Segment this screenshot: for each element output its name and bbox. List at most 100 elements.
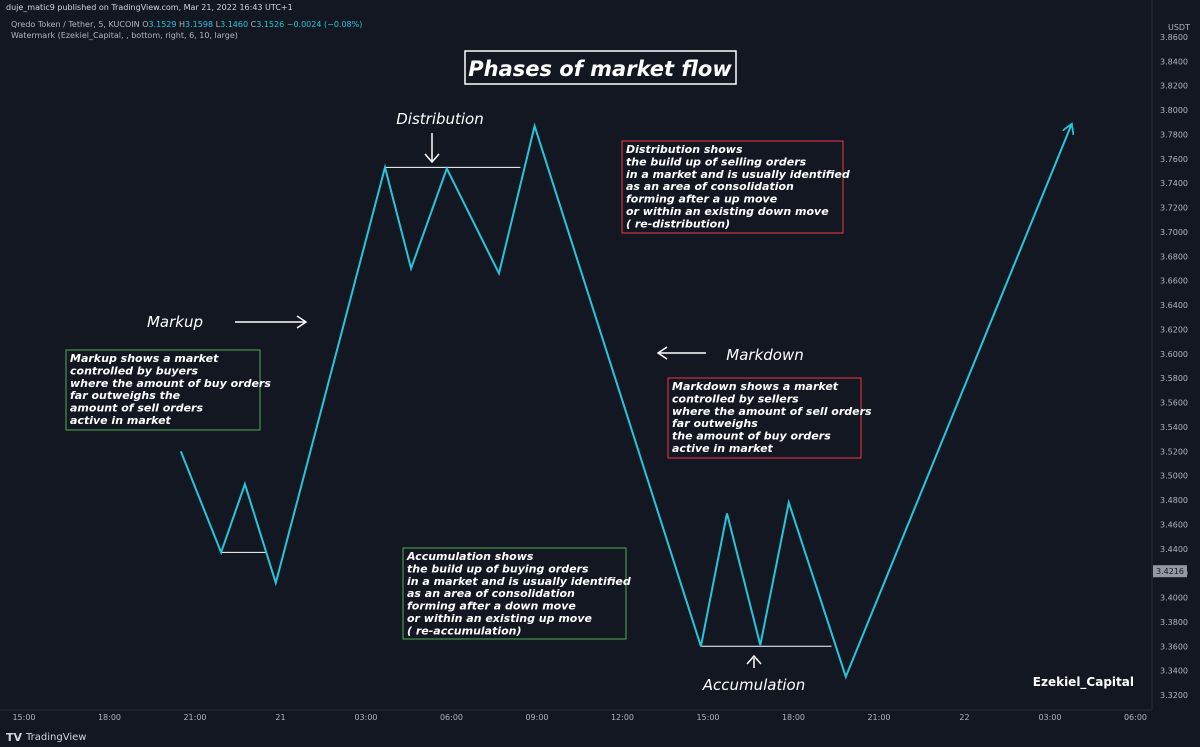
time-tick-label: 18:00	[782, 713, 805, 722]
box-text-line: or within an existing down move	[626, 205, 829, 218]
price-tick-label: 3.5000	[1160, 472, 1188, 481]
current-price-value: 3.4216	[1156, 567, 1184, 576]
price-tick-label: 3.8400	[1160, 57, 1188, 66]
price-tick-label: 3.4400	[1160, 545, 1188, 554]
time-axis-ticks[interactable]: 15:00 18:00 21:00 21 03:00 06:00 09:00 12:00 15:…	[12, 713, 1147, 722]
box-text-line: far outweighs the	[70, 389, 181, 402]
box-text-line: as an area of consolidation	[626, 180, 794, 193]
box-text-line: in a market and is usually identified	[626, 168, 850, 181]
box-text-line: in a market and is usually identified	[407, 575, 631, 588]
change-value: −0.0024 (−0.08%)	[286, 20, 363, 29]
box-text-line: Accumulation shows	[406, 550, 534, 563]
price-axis-currency: USDT	[1168, 23, 1190, 32]
price-tick-label: 3.6400	[1160, 301, 1188, 310]
close-value: 3.1526	[256, 20, 285, 29]
current-price-badge	[1153, 565, 1187, 578]
box-text-line: controlled by buyers	[70, 364, 198, 377]
low-value: 3.1460	[220, 20, 249, 29]
chart-title: Phases of market flow	[468, 57, 732, 81]
price-tick-label: 3.7600	[1160, 155, 1188, 164]
box-text-line: the amount of buy orders	[672, 430, 831, 443]
price-tick-label: 3.4600	[1160, 520, 1188, 529]
chart-canvas[interactable]: USDT 3.32003.34003.36003.38003.40003.420…	[0, 0, 1200, 728]
close-label: C	[250, 20, 257, 29]
box-text-line: or within an existing up move	[407, 612, 593, 625]
open-value: 3.1529	[148, 20, 177, 29]
accumulation-label: Accumulation	[702, 676, 805, 694]
price-tick-label: 3.6200	[1160, 325, 1188, 334]
time-tick-label: 15:00	[12, 713, 35, 722]
price-tick-label: 3.7200	[1160, 204, 1188, 213]
tradingview-brand: TradingView	[26, 732, 87, 743]
time-tick-label: 03:00	[354, 713, 377, 722]
watermark-indicator-line[interactable]: Watermark (Ezekiel_Capital, , bottom, ri…	[11, 31, 238, 40]
price-tick-label: 3.5800	[1160, 374, 1188, 383]
box-text-line: where the amount of sell orders	[672, 405, 872, 418]
box-text-line: forming after a down move	[407, 600, 576, 613]
price-series	[179, 125, 1072, 680]
time-tick-label: 22	[959, 713, 969, 722]
symbol-info-line: Qredo Token / Tether, 5, KUCOIN O3.1529 …	[11, 20, 362, 29]
price-tick-label: 3.6000	[1160, 350, 1188, 359]
markup-arrow-icon	[296, 315, 308, 329]
current-price-tag: 3.4216	[1153, 565, 1187, 578]
markdown-arrow-icon	[656, 346, 668, 360]
box-text-line: ( re-accumulation)	[407, 624, 522, 637]
price-tick-label: 3.8600	[1160, 33, 1188, 42]
price-tick-label: 3.3400	[1160, 667, 1188, 676]
distribution-arrow-icon	[424, 153, 440, 164]
time-tick-label: 15:00	[696, 713, 719, 722]
watermark-text: Ezekiel_Capital	[1033, 675, 1134, 690]
price-tick-label: 3.5600	[1160, 399, 1188, 408]
title-box	[464, 50, 737, 85]
price-tick-label: 3.3200	[1160, 691, 1188, 700]
box-text-line: active in market	[672, 442, 774, 455]
box-text-line: the build up of selling orders	[626, 155, 807, 168]
price-tick-label: 3.7000	[1160, 228, 1188, 237]
markdown-label: Markdown	[726, 346, 803, 364]
box-text-line: where the amount of buy orders	[70, 377, 271, 390]
price-tick-label: 3.6600	[1160, 277, 1188, 286]
tradingview-logo[interactable]: 𝗧𝗩 TradingView	[6, 731, 86, 744]
time-tick-label: 21:00	[183, 713, 206, 722]
time-tick-label: 06:00	[1124, 713, 1147, 722]
price-tick-label: 3.4800	[1160, 496, 1188, 505]
time-tick-label: 09:00	[525, 713, 548, 722]
price-tick-label: 3.3800	[1160, 618, 1188, 627]
published-line: duje_matic9 published on TradingView.com…	[6, 3, 293, 12]
box-text-line: forming after a up move	[626, 193, 778, 206]
box-text-line: as an area of consolidation	[407, 587, 575, 600]
footer-bar: 𝗧𝗩 TradingView	[0, 728, 1200, 747]
price-tick-label: 3.7800	[1160, 130, 1188, 139]
time-tick-label: 03:00	[1038, 713, 1061, 722]
open-label: O	[142, 20, 149, 29]
time-tick-label: 18:00	[98, 713, 121, 722]
box-text-line: the build up of buying orders	[407, 562, 589, 575]
high-value: 3.1598	[185, 20, 214, 29]
time-tick-label: 12:00	[611, 713, 634, 722]
time-tick-label: 21	[275, 713, 285, 722]
box-text-line: Markup shows a market	[70, 352, 219, 365]
accumulation-arrow-icon	[746, 654, 762, 665]
markup-label: Markup	[147, 313, 203, 331]
symbol-name[interactable]: Qredo Token / Tether, 5, KUCOIN	[11, 20, 140, 29]
tradingview-logo-icon: 𝗧𝗩	[6, 731, 23, 744]
price-tick-label: 3.4000	[1160, 594, 1188, 603]
price-tick-label: 3.5400	[1160, 423, 1188, 432]
box-text-line: active in market	[70, 414, 172, 427]
box-text-line: far outweighs	[672, 417, 758, 430]
high-label: H	[179, 20, 186, 29]
price-tick-label: 3.8200	[1160, 82, 1188, 91]
box-text-line: controlled by sellers	[672, 392, 799, 405]
price-tick-label: 3.5200	[1160, 447, 1188, 456]
price-tick-label: 3.8000	[1160, 106, 1188, 115]
time-tick-label: 06:00	[440, 713, 463, 722]
range-lines	[221, 166, 832, 647]
price-axis-ticks[interactable]: 3.32003.34003.36003.38003.40003.42003.44…	[1160, 33, 1188, 700]
box-text-line: amount of sell orders	[70, 402, 203, 415]
price-tick-label: 3.6800	[1160, 252, 1188, 261]
